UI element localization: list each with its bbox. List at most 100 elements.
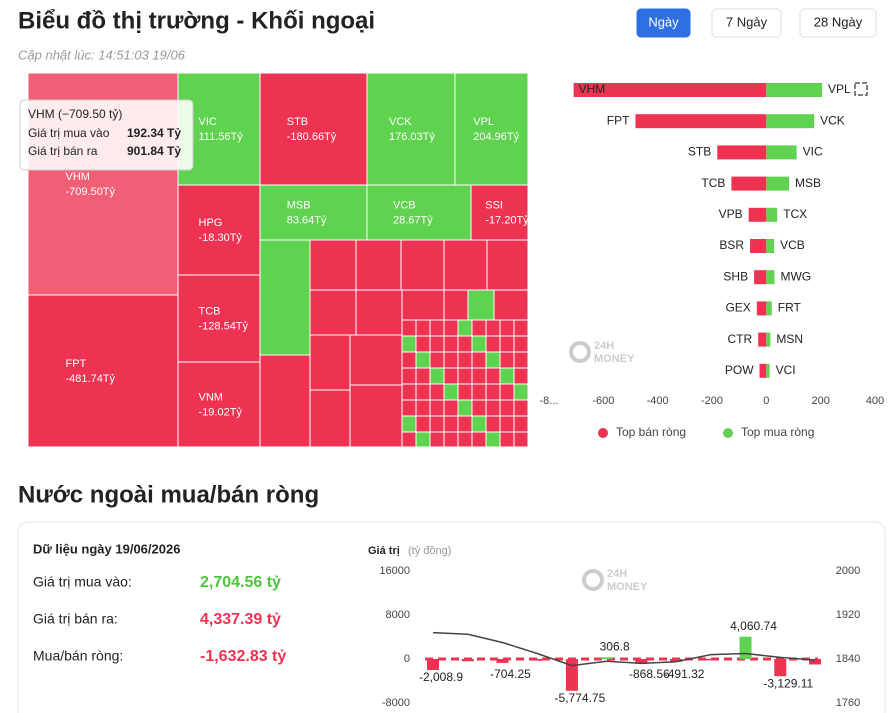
summary-label: Mua/bán ròng: <box>33 648 123 664</box>
tile-value: -128.54Tỷ <box>199 320 249 332</box>
minor-tile <box>401 319 417 337</box>
tile-value: -481.74Tỷ <box>66 373 116 385</box>
bar[interactable] <box>754 270 767 285</box>
tile-value: -18.30Tỷ <box>199 232 243 244</box>
treemap-tile[interactable] <box>177 274 261 363</box>
value-label: -491.32 <box>664 667 705 681</box>
x-tick-label: 200 <box>811 395 829 407</box>
section-title: Nước ngoài mua/bán ròng <box>18 481 319 508</box>
bar[interactable] <box>704 659 717 661</box>
tile-name: VPL <box>473 116 494 128</box>
bar[interactable] <box>635 659 648 664</box>
minor-tile <box>485 335 501 353</box>
bar[interactable] <box>766 83 823 97</box>
bar[interactable] <box>766 207 778 222</box>
legend-swatch[interactable] <box>723 428 733 438</box>
bar-label: VCK <box>820 113 845 127</box>
tile-name: TCB <box>199 305 221 317</box>
bar[interactable] <box>766 332 771 347</box>
treemap-tile[interactable] <box>366 72 456 186</box>
tab[interactable] <box>711 8 782 38</box>
tab-label[interactable]: 28 Ngày <box>814 14 863 29</box>
minor-tile <box>401 399 417 417</box>
bar[interactable] <box>809 659 821 665</box>
bar-label: GEX <box>725 301 750 315</box>
treemap-tile[interactable] <box>177 184 261 276</box>
treemap-tile[interactable] <box>470 184 529 241</box>
minor-tile <box>401 335 417 353</box>
treemap-tile[interactable] <box>177 361 261 448</box>
minor-tile <box>485 383 501 401</box>
minor-tile <box>443 431 459 448</box>
minor-tile <box>415 319 431 337</box>
bar[interactable] <box>766 239 775 253</box>
bar[interactable] <box>766 301 772 316</box>
legend-label[interactable]: Top bán ròng <box>616 425 686 439</box>
bar[interactable] <box>758 332 767 347</box>
tile-name: VCK <box>389 116 412 128</box>
bar[interactable] <box>731 176 767 191</box>
treemap-tile[interactable] <box>27 294 179 448</box>
treemap-tile[interactable] <box>454 72 529 186</box>
tile-name: MSB <box>287 199 311 211</box>
bar[interactable] <box>756 301 767 316</box>
minor-tile <box>485 399 501 417</box>
bar-label: FRT <box>778 301 802 315</box>
treemap-tile[interactable] <box>259 72 368 186</box>
minor-tile <box>415 367 431 385</box>
minor-tile <box>471 415 487 433</box>
tab[interactable] <box>636 8 691 38</box>
minor-tile <box>309 334 351 391</box>
legend-swatch[interactable] <box>598 428 608 438</box>
bar[interactable] <box>774 659 787 677</box>
tab-label[interactable]: 7 Ngày <box>726 14 768 29</box>
bar[interactable] <box>717 145 767 160</box>
bar-label: TCB <box>701 176 725 190</box>
bar[interactable] <box>461 659 474 662</box>
minor-tile <box>259 354 311 448</box>
minor-tile <box>471 383 487 401</box>
bar[interactable] <box>635 114 767 129</box>
minor-tile <box>355 289 403 336</box>
x-tick-label: -600 <box>592 395 614 407</box>
watermark: MONEY <box>607 581 648 593</box>
watermark-logo <box>569 341 591 363</box>
bar[interactable] <box>766 145 797 160</box>
minor-tile <box>259 239 311 356</box>
expand-icon[interactable] <box>854 82 868 96</box>
bar[interactable] <box>766 114 815 129</box>
x-tick-label: 400 <box>866 395 884 407</box>
bar[interactable] <box>427 659 439 671</box>
legend-label[interactable]: Top mua ròng <box>741 425 814 439</box>
minor-tile <box>443 351 459 369</box>
bar[interactable] <box>600 657 613 659</box>
tab-label[interactable]: Ngày <box>648 14 679 29</box>
minor-tile <box>429 415 445 433</box>
bar[interactable] <box>670 659 683 662</box>
minor-tile <box>443 415 459 433</box>
treemap-tile[interactable] <box>366 184 472 241</box>
bar[interactable] <box>565 659 578 691</box>
minor-tile <box>443 239 488 291</box>
tab[interactable] <box>799 8 877 38</box>
bar[interactable] <box>766 176 790 191</box>
minor-tile <box>457 367 473 385</box>
treemap-tile[interactable] <box>259 184 368 241</box>
tile-name: SSI <box>485 199 503 211</box>
tile-value: 28.67Tỷ <box>393 214 433 226</box>
bar[interactable] <box>739 636 752 659</box>
minor-tile <box>415 415 431 433</box>
y-tick-label: 8000 <box>386 609 410 621</box>
bar[interactable] <box>766 270 775 285</box>
minor-tile <box>485 351 501 369</box>
minor-tile <box>513 351 529 369</box>
bar[interactable] <box>750 239 767 253</box>
bar[interactable] <box>573 83 767 97</box>
bar[interactable] <box>766 363 770 378</box>
bar[interactable] <box>748 207 767 222</box>
minor-tile <box>471 431 487 448</box>
bar[interactable] <box>531 659 544 661</box>
bar[interactable] <box>759 363 767 378</box>
bar[interactable] <box>496 659 509 663</box>
minor-tile <box>485 367 501 385</box>
